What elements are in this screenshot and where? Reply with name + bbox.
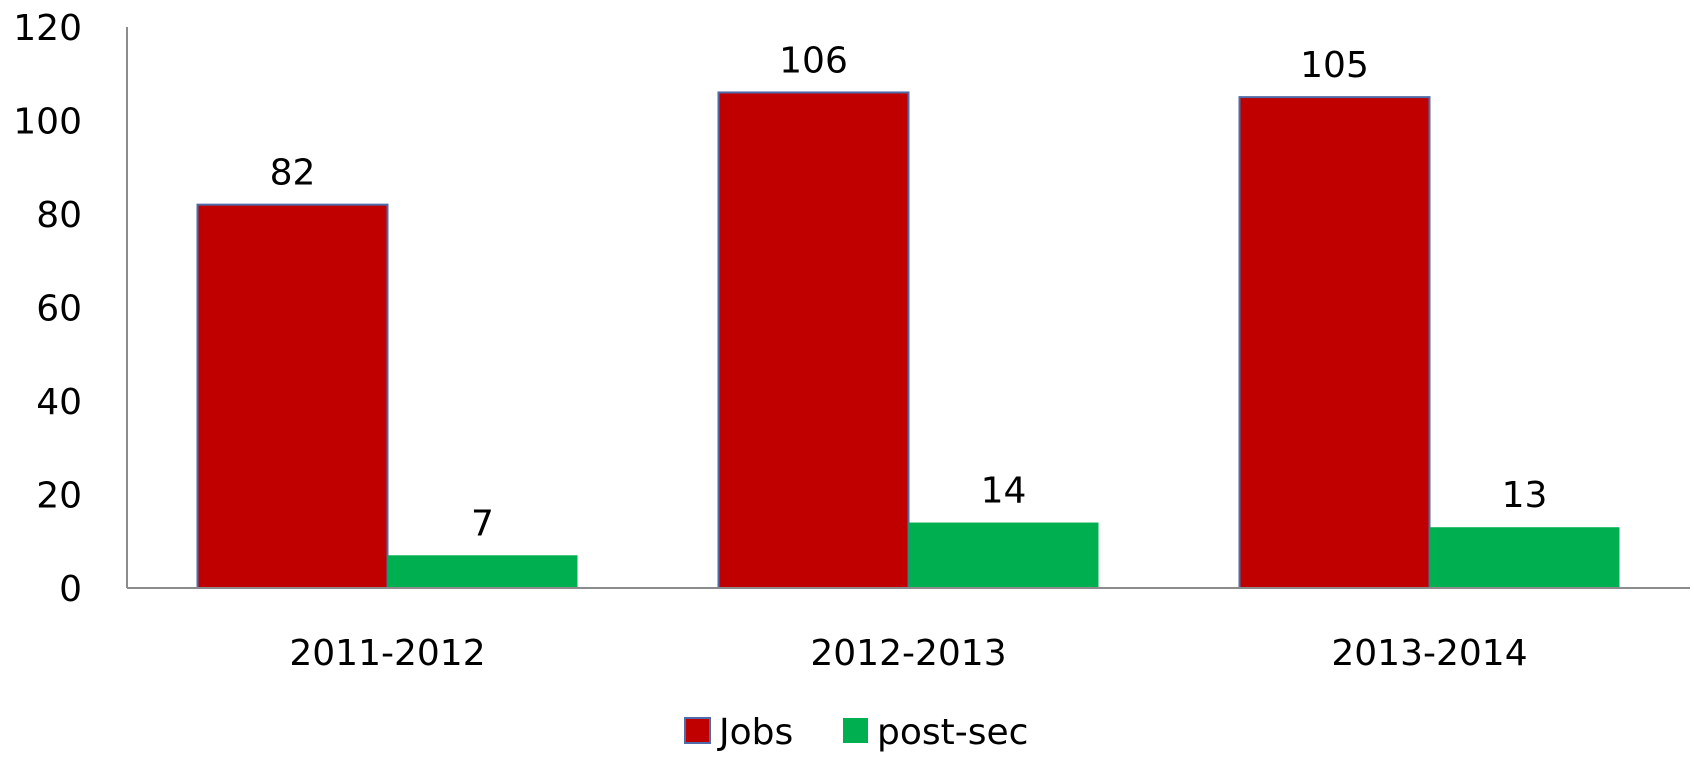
data-label: 105 [1300,45,1369,86]
y-tick-label: 80 [36,195,82,236]
legend-label: post-sec [877,712,1028,753]
y-axis-ticks: 0 20 40 60 80 100 120 [13,8,82,610]
y-tick-label: 100 [13,102,82,143]
x-axis-labels: 2011-2012 2012-2013 2013-2014 [289,633,1527,674]
bar-jobs-2013-2014 [1238,96,1431,589]
data-label: 14 [981,471,1027,512]
y-tick-label: 120 [13,8,82,49]
bar-post-sec-2012-2013 [908,522,1099,588]
data-label: 13 [1502,475,1548,516]
bar-post-sec-2011-2012 [387,555,578,588]
y-tick-label: 0 [59,569,82,610]
data-label: 82 [270,153,316,194]
bars-group [196,91,1620,589]
data-label: 106 [779,40,848,81]
data-label: 7 [471,503,494,544]
legend-label: Jobs [717,712,793,753]
legend-swatch [684,717,711,744]
bar-jobs-2011-2012 [196,203,389,589]
x-category-label: 2012-2013 [810,633,1006,674]
bar-jobs-2012-2013 [717,91,910,589]
legend-swatch [843,718,868,743]
y-tick-label: 60 [36,289,82,330]
x-category-label: 2011-2012 [289,633,485,674]
y-tick-label: 20 [36,476,82,517]
legend: Jobs post-sec [684,712,1028,753]
x-category-label: 2013-2014 [1331,633,1527,674]
y-tick-label: 40 [36,382,82,423]
data-labels-group: 82 7 106 14 105 13 [270,40,1548,544]
axes-group [126,27,1690,589]
bar-post-sec-2013-2014 [1429,527,1620,588]
